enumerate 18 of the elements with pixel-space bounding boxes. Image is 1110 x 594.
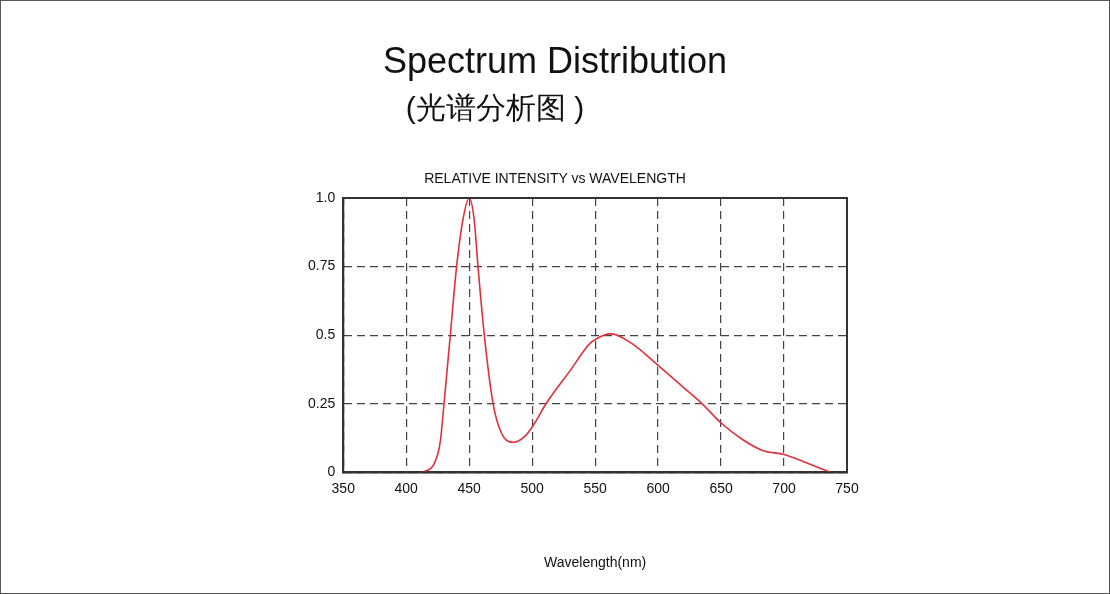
y-tick-label: 0.5 bbox=[315, 326, 336, 343]
x-tick-label: 550 bbox=[583, 479, 608, 496]
x-tick-label: 450 bbox=[457, 479, 482, 496]
y-tick-label: 0 bbox=[327, 463, 336, 480]
x-tick-label: 750 bbox=[835, 479, 859, 496]
chart-title: Spectrum Distribution bbox=[381, 40, 729, 82]
chart-subtitle: (光谱分析图 ) bbox=[404, 90, 586, 126]
y-tick-label: 0.25 bbox=[308, 394, 336, 411]
x-tick-label: 500 bbox=[520, 479, 545, 496]
x-tick-label: 350 bbox=[331, 479, 356, 496]
x-tick-label: 700 bbox=[772, 479, 796, 496]
y-tick-label: 0.75 bbox=[308, 257, 336, 274]
y-tick-label: 1.0 bbox=[315, 188, 336, 205]
text: RELATIVE INTENSITY vs WAVELENGTH bbox=[423, 170, 687, 186]
x-tick-label: 650 bbox=[709, 479, 733, 496]
x-tick-label: 600 bbox=[646, 479, 670, 496]
x-tick-label: 400 bbox=[394, 479, 419, 496]
x-axis-title: Wavelength(nm) bbox=[544, 554, 647, 571]
